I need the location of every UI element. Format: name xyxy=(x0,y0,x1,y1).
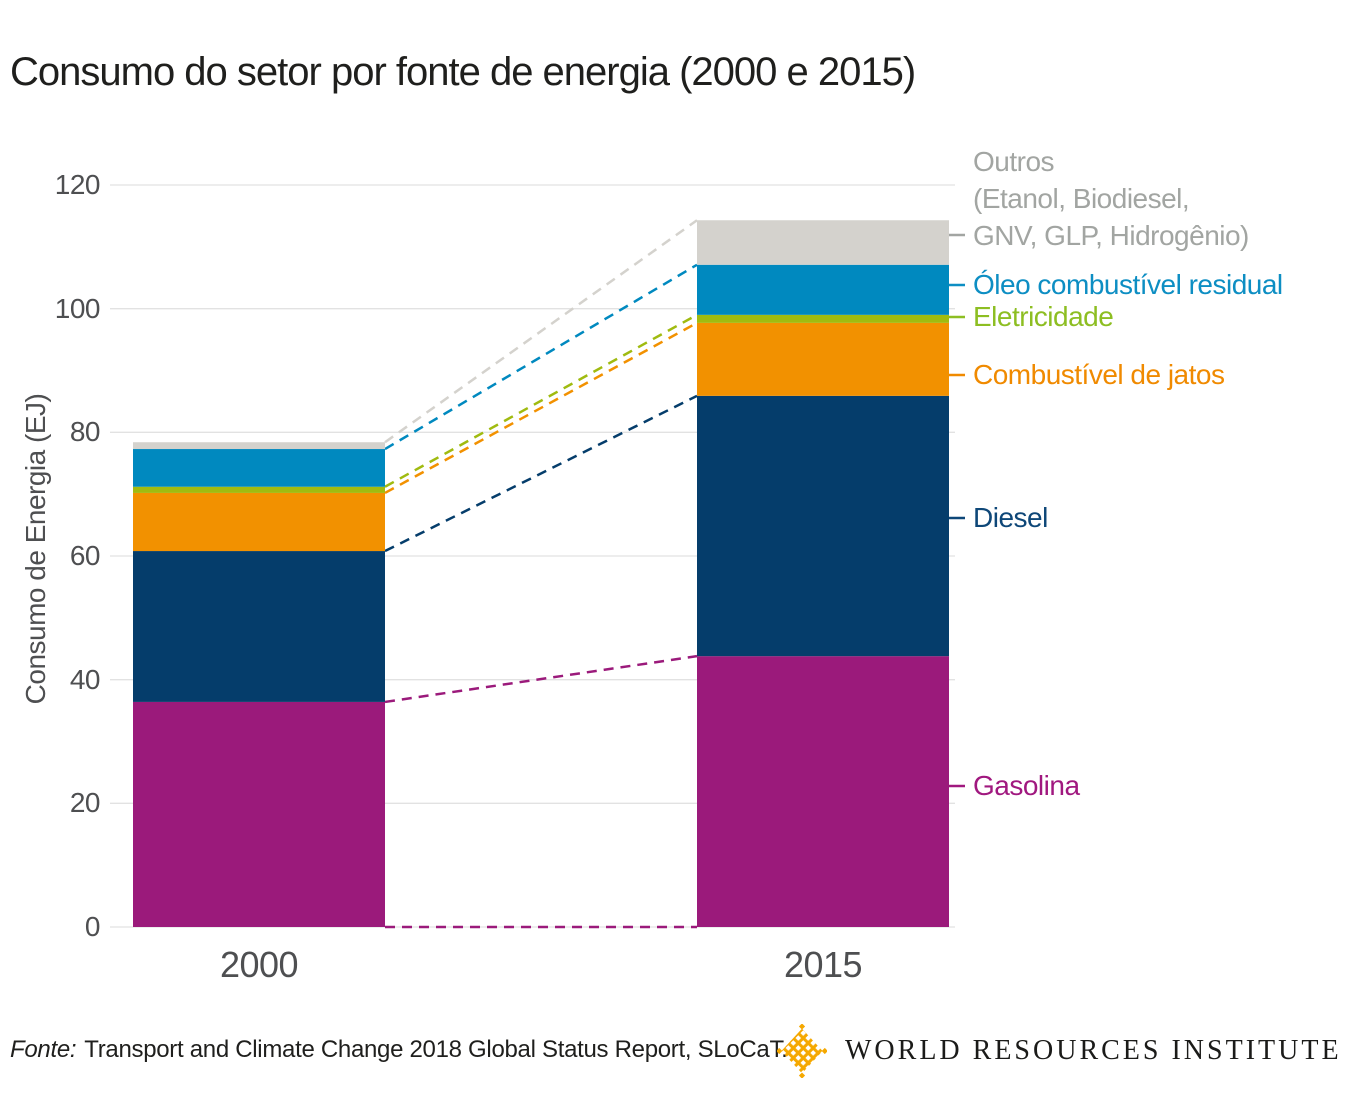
bar-segment-2000-diesel xyxy=(133,551,385,702)
legend-label-line: Óleo combustível residual xyxy=(973,269,1283,300)
bar-segment-2015-outros-etanol-biodiesel-gnv-glp-hidrog-nio xyxy=(697,220,949,265)
connector-dash xyxy=(384,263,698,451)
legend-label-line: Gasolina xyxy=(973,770,1080,801)
legend-label-line: Diesel xyxy=(973,502,1048,533)
legend-label-line: Eletricidade xyxy=(973,301,1114,332)
connector-dash xyxy=(384,321,698,495)
y-tick-label-60: 60 xyxy=(69,540,101,571)
legend-label-gasolina: Gasolina xyxy=(973,769,1080,803)
legend-label-eletricidade: Eletricidade xyxy=(973,300,1114,334)
bar-segment-2015-leo-combust-vel-residual xyxy=(697,264,949,315)
bar-segment-2000-leo-combust-vel-residual xyxy=(133,449,385,487)
bar-segment-2015-combust-vel-de-jatos xyxy=(697,322,949,396)
connector-dash xyxy=(384,654,698,704)
y-tick-label-20: 20 xyxy=(69,787,101,819)
bar-segment-2000-eletricidade xyxy=(133,486,385,493)
y-tick-label-100: 100 xyxy=(54,292,101,324)
x-tick-label-2000: 2000 xyxy=(219,944,299,985)
y-tick-label-120: 120 xyxy=(54,169,101,200)
bar-segment-2015-eletricidade xyxy=(697,314,949,323)
source-note: Fonte: Transport and Climate Change 2018 … xyxy=(10,1036,788,1064)
page-title: Consumo do setor por fonte de energia (2… xyxy=(10,50,916,94)
connector-dash xyxy=(384,219,698,444)
bar-segment-2015-gasolina xyxy=(697,656,949,927)
connector-dash xyxy=(384,313,698,488)
legend-label-combust-vel-de-jatos: Combustível de jatos xyxy=(973,358,1225,392)
legend-label-line: GNV, GLP, Hidrogênio) xyxy=(973,219,1249,251)
y-tick-label-0: 0 xyxy=(84,911,101,942)
wri-logo-text: WORLD RESOURCES INSTITUTE xyxy=(845,1035,1342,1066)
bar-segment-2000-combust-vel-de-jatos xyxy=(133,492,385,552)
bar-segment-2015-diesel xyxy=(697,395,949,657)
legend-label-line: (Etanol, Biodiesel, xyxy=(973,182,1190,214)
legend-label-line: Combustível de jatos xyxy=(973,359,1225,390)
legend-label-diesel: Diesel xyxy=(973,501,1048,535)
source-text: Transport and Climate Change 2018 Global… xyxy=(84,1036,788,1063)
legend-label-line: Outros xyxy=(973,145,1055,177)
legend-label-leo-combust-vel-residual: Óleo combustível residual xyxy=(973,268,1283,302)
y-tick-label-80: 80 xyxy=(69,416,101,448)
connector-dash xyxy=(384,394,698,553)
bar-segment-2000-gasolina xyxy=(133,701,385,927)
legend-label-outros-etanol-biodiesel-gnv-glp-hidrog-nio: Outros (Etanol, Biodiesel, GNV, GLP, Hidro… xyxy=(973,143,1249,254)
source-prefix: Fonte: xyxy=(10,1036,77,1063)
x-tick-label-2015: 2015 xyxy=(783,944,863,985)
wri-logo: WORLD RESOURCES INSTITUTE xyxy=(777,1024,1342,1078)
bar-segment-2000-outros-etanol-biodiesel-gnv-glp-hidrog-nio xyxy=(133,442,385,450)
y-tick-label-40: 40 xyxy=(69,663,101,695)
wri-weave-icon xyxy=(777,1024,827,1078)
